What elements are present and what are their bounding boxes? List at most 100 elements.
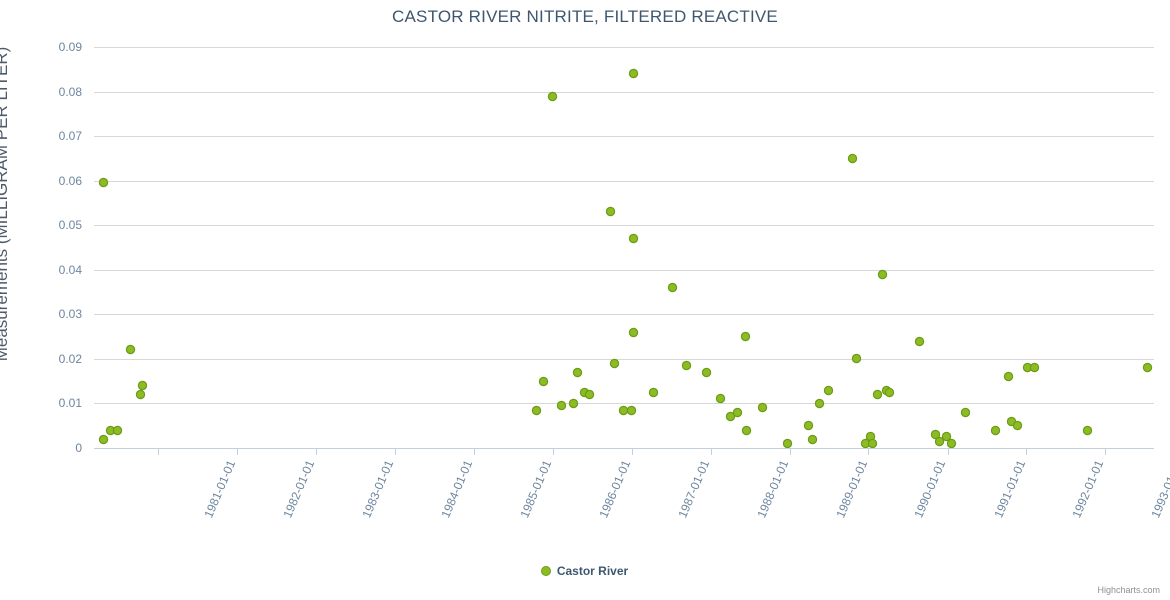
data-point[interactable] — [943, 433, 951, 441]
data-point[interactable] — [992, 426, 1000, 434]
data-point[interactable] — [874, 391, 882, 399]
x-axis-tick — [710, 449, 712, 455]
y-axis-tick-label: 0.03 — [58, 307, 82, 322]
y-axis-tick-label: 0.08 — [58, 84, 82, 99]
x-axis-tick-label: 1992-01-01 — [1069, 458, 1107, 520]
gridline — [94, 180, 1154, 182]
highcharts-credits[interactable]: Highcharts.com — [1097, 585, 1160, 595]
data-point[interactable] — [815, 399, 823, 407]
x-axis-line — [94, 448, 1154, 449]
x-axis-tick-label: 1988-01-01 — [754, 458, 792, 520]
data-point[interactable] — [936, 437, 944, 445]
y-axis-tick-label: 0.06 — [58, 173, 82, 188]
data-point[interactable] — [669, 284, 677, 292]
data-point[interactable] — [853, 355, 861, 363]
x-axis-tick — [631, 449, 633, 455]
data-point[interactable] — [114, 426, 122, 434]
x-axis-tick — [474, 449, 475, 455]
data-point[interactable] — [1084, 426, 1092, 434]
x-axis-tick — [158, 449, 160, 455]
data-point[interactable] — [533, 406, 541, 414]
data-point[interactable] — [727, 413, 735, 421]
x-axis-tick — [394, 449, 396, 455]
data-point[interactable] — [1007, 417, 1015, 425]
x-axis-tick-label: 1983-01-01 — [359, 458, 397, 520]
x-axis-tick-label: 1986-01-01 — [596, 458, 634, 520]
x-axis-tick — [1026, 449, 1028, 455]
y-axis-title: Measurements (MILLIGRAM PER LITER) — [0, 46, 11, 362]
x-axis-tick-label: 1991-01-01 — [990, 458, 1028, 520]
gridline — [94, 47, 1154, 48]
data-point[interactable] — [962, 408, 970, 416]
legend-label: Castor River — [556, 563, 629, 578]
data-point[interactable] — [734, 408, 742, 416]
data-point[interactable] — [916, 337, 924, 345]
data-point[interactable] — [610, 359, 618, 367]
data-point[interactable] — [126, 346, 134, 354]
data-point[interactable] — [628, 406, 636, 414]
data-point[interactable] — [866, 433, 874, 441]
plot-area — [94, 47, 1154, 449]
x-axis-tick — [1105, 449, 1107, 455]
data-point[interactable] — [809, 435, 817, 443]
data-point[interactable] — [862, 440, 870, 448]
data-point[interactable] — [1013, 422, 1021, 430]
data-point[interactable] — [758, 404, 766, 412]
data-point[interactable] — [569, 399, 577, 407]
data-point[interactable] — [1023, 364, 1031, 372]
data-point[interactable] — [619, 406, 627, 414]
data-point[interactable] — [948, 440, 956, 448]
x-axis-tick — [868, 449, 870, 455]
data-point[interactable] — [540, 377, 548, 385]
data-point[interactable] — [136, 391, 144, 399]
y-axis-tick-label: 0.04 — [58, 262, 82, 277]
data-point[interactable] — [682, 362, 690, 370]
data-point[interactable] — [932, 431, 940, 439]
gridline — [94, 136, 1154, 138]
data-point[interactable] — [878, 270, 886, 278]
data-point[interactable] — [848, 154, 856, 162]
x-axis-tick — [316, 449, 318, 455]
x-axis-tick-label: 1990-01-01 — [911, 458, 949, 520]
data-point[interactable] — [868, 440, 876, 448]
data-point[interactable] — [580, 388, 588, 396]
data-point[interactable] — [824, 386, 832, 394]
data-point[interactable] — [630, 328, 638, 336]
data-point[interactable] — [100, 179, 108, 187]
x-axis-tick-label: 1984-01-01 — [438, 458, 476, 520]
data-point[interactable] — [886, 388, 894, 396]
data-point[interactable] — [716, 395, 724, 403]
data-point[interactable] — [882, 386, 890, 394]
data-point[interactable] — [741, 333, 749, 341]
x-axis-tick-label: 1982-01-01 — [280, 458, 318, 520]
gridline — [94, 91, 1154, 93]
data-point[interactable] — [106, 426, 114, 434]
data-point[interactable] — [606, 208, 614, 216]
y-axis-tick-label: 0.07 — [58, 129, 82, 144]
data-point[interactable] — [549, 92, 557, 100]
data-point[interactable] — [743, 426, 751, 434]
x-axis-tick-label: 1981-01-01 — [201, 458, 239, 520]
data-point[interactable] — [703, 368, 711, 376]
gridline — [94, 314, 1154, 316]
data-point[interactable] — [586, 391, 594, 399]
data-point[interactable] — [650, 388, 658, 396]
data-point[interactable] — [573, 368, 581, 376]
data-point[interactable] — [100, 435, 108, 443]
data-point[interactable] — [1031, 364, 1039, 372]
chart-legend: Castor River — [0, 562, 1170, 580]
data-point[interactable] — [805, 422, 813, 430]
data-point[interactable] — [558, 402, 566, 410]
x-axis-tick-label: 1987-01-01 — [674, 458, 712, 520]
data-point[interactable] — [1004, 373, 1012, 381]
x-axis-tick — [552, 449, 554, 455]
data-point[interactable] — [630, 70, 638, 78]
data-point[interactable] — [1143, 364, 1151, 372]
y-axis-tick-label: 0 — [75, 441, 82, 455]
gridline — [94, 225, 1154, 227]
legend-item-castor-river[interactable]: Castor River — [541, 563, 629, 578]
data-point[interactable] — [630, 235, 638, 243]
data-point[interactable] — [783, 440, 791, 448]
data-point[interactable] — [138, 382, 146, 390]
